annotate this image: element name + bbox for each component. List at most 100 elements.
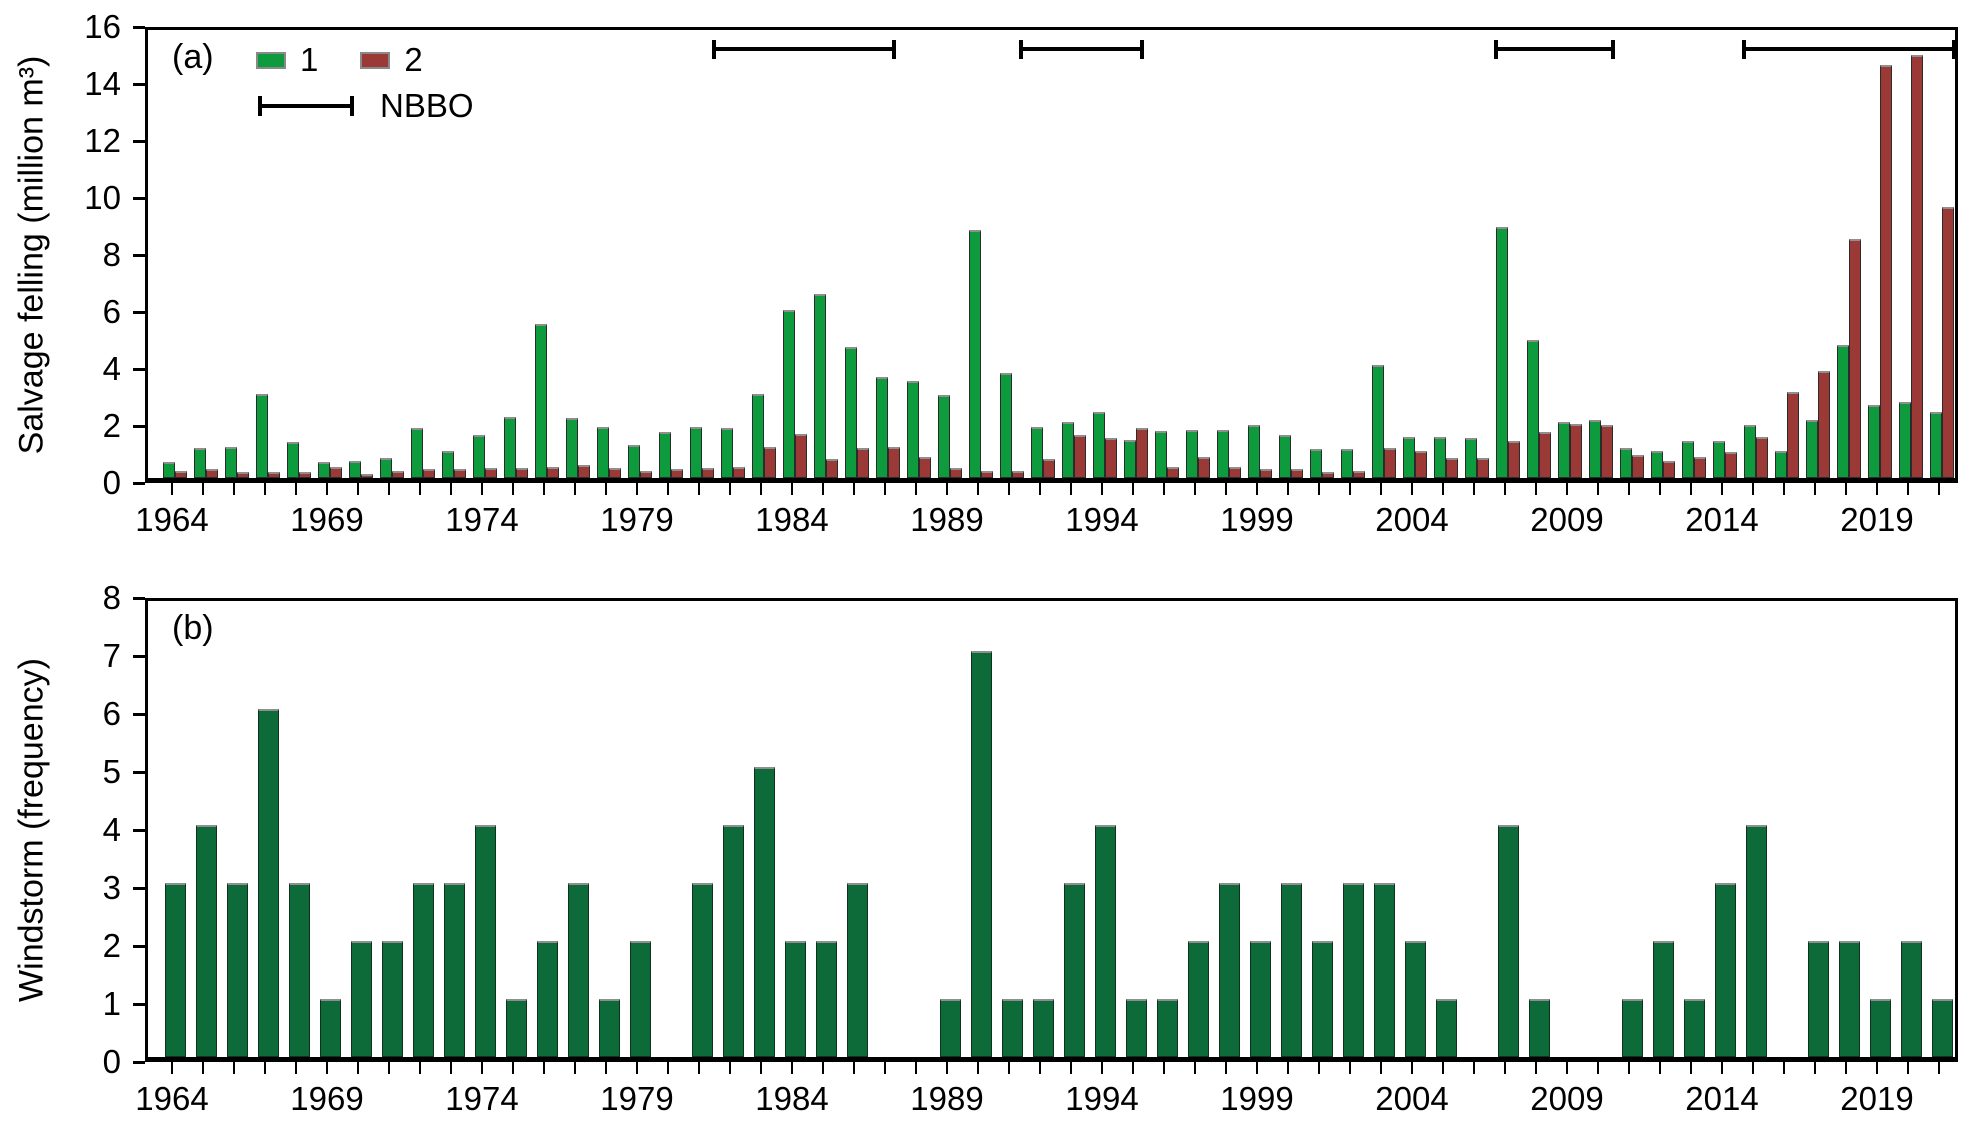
salvage-bar-series1-1971: [380, 458, 392, 478]
legend-swatch-series-2-icon: [360, 51, 391, 69]
salvage-bar-series2-1977: [578, 465, 590, 478]
panel-a-plot-area: (a) 1 2 NBBO: [145, 27, 1958, 483]
salvage-bar-series1-1983: [752, 394, 764, 478]
x-tick-label-a-1964: 1964: [135, 501, 209, 538]
salvage-bar-series2-2017: [1818, 371, 1830, 478]
y-tick-a-12: [133, 140, 145, 143]
panel-b-plot-area: (b): [145, 598, 1958, 1062]
windstorm-bar-1982: [723, 825, 744, 1057]
windstorm-bar-2015: [1746, 825, 1767, 1057]
x-tick-b-1988: [915, 1062, 917, 1074]
salvage-bar-series2-1997: [1198, 457, 1210, 478]
windstorm-bar-1966: [227, 883, 248, 1057]
x-tick-a-1995: [1132, 483, 1134, 495]
x-tick-b-1977: [574, 1062, 576, 1074]
x-tick-label-a-1984: 1984: [755, 501, 829, 538]
salvage-bar-series2-2001: [1322, 472, 1334, 478]
windstorm-bar-1996: [1157, 999, 1178, 1057]
x-tick-a-1980: [667, 483, 669, 495]
nbbo-bracket-right-cap: [350, 96, 354, 116]
x-tick-b-1976: [543, 1062, 545, 1074]
x-tick-a-1994: [1101, 483, 1103, 495]
x-tick-b-2006: [1473, 1062, 1475, 1074]
windstorm-bar-2019: [1870, 999, 1891, 1057]
x-tick-a-1986: [853, 483, 855, 495]
y-tick-label-a-14: 14: [84, 65, 121, 102]
salvage-bar-series1-1984: [783, 310, 795, 478]
salvage-bar-series2-2003: [1384, 448, 1396, 478]
x-tick-a-1985: [822, 483, 824, 495]
y-tick-label-b-1: 1: [102, 985, 121, 1022]
y-tick-label-a-6: 6: [102, 293, 121, 330]
x-tick-b-1969: [326, 1062, 328, 1074]
x-tick-b-1990: [977, 1062, 979, 1074]
y-tick-b-3: [133, 887, 145, 890]
y-tick-b-6: [133, 713, 145, 716]
x-tick-b-1999: [1256, 1062, 1258, 1074]
y-tick-label-b-4: 4: [102, 811, 121, 848]
salvage-bar-series1-2001: [1310, 449, 1322, 478]
x-tick-b-2009: [1566, 1062, 1568, 1074]
windstorm-bar-1964: [165, 883, 186, 1057]
salvage-bar-series1-2011: [1620, 448, 1632, 478]
x-tick-b-1998: [1225, 1062, 1227, 1074]
nbbo-period-1-right-cap: [892, 40, 897, 59]
salvage-bar-series1-1965: [194, 448, 206, 478]
windstorm-bar-2011: [1622, 999, 1643, 1057]
x-tick-a-1997: [1194, 483, 1196, 495]
windstorm-bar-2000: [1281, 883, 1302, 1057]
windstorm-bar-1984: [785, 941, 806, 1057]
x-tick-a-2016: [1783, 483, 1785, 495]
x-tick-b-1966: [233, 1062, 235, 1074]
windstorm-bar-1985: [816, 941, 837, 1057]
salvage-bar-series2-2021: [1942, 207, 1954, 478]
salvage-bar-series2-1993: [1074, 435, 1086, 478]
salvage-bar-series1-1987: [876, 377, 888, 478]
salvage-bar-series1-2000: [1279, 435, 1291, 478]
x-tick-b-1989: [946, 1062, 948, 1074]
salvage-bar-series2-1966: [237, 472, 249, 478]
nbbo-period-4-right-cap: [1952, 40, 1957, 59]
x-tick-label-a-2009: 2009: [1530, 501, 1604, 538]
x-tick-b-1997: [1194, 1062, 1196, 1074]
x-tick-label-a-1979: 1979: [600, 501, 674, 538]
x-tick-a-1998: [1225, 483, 1227, 495]
salvage-bar-series1-1997: [1186, 430, 1198, 478]
salvage-bar-series1-1999: [1248, 425, 1260, 478]
x-tick-b-2005: [1442, 1062, 1444, 1074]
nbbo-period-3-line: [1495, 47, 1614, 51]
x-tick-a-2005: [1442, 483, 1444, 495]
y-tick-b-7: [133, 655, 145, 658]
salvage-bar-series1-1972: [411, 428, 423, 478]
x-tick-a-1965: [202, 483, 204, 495]
salvage-bar-series2-1969: [330, 467, 342, 478]
salvage-bar-series1-2016: [1775, 451, 1787, 478]
salvage-bar-series2-2016: [1787, 392, 1799, 478]
x-tick-b-2014: [1721, 1062, 1723, 1074]
windstorm-bar-2004: [1405, 941, 1426, 1057]
salvage-bar-series1-1993: [1062, 422, 1074, 478]
nbbo-bracket-line: [258, 104, 354, 108]
salvage-bar-series1-2006: [1465, 438, 1477, 478]
windstorm-bar-2018: [1839, 941, 1860, 1057]
salvage-bar-series2-1968: [299, 472, 311, 478]
salvage-bar-series1-1985: [814, 294, 826, 478]
salvage-bar-series1-1994: [1093, 412, 1105, 478]
y-tick-b-8: [133, 597, 145, 600]
x-tick-label-a-2014: 2014: [1685, 501, 1759, 538]
x-tick-a-1973: [450, 483, 452, 495]
y-tick-label-a-10: 10: [84, 179, 121, 216]
x-tick-label-b-1969: 1969: [290, 1080, 364, 1117]
windstorm-bar-1972: [413, 883, 434, 1057]
salvage-bar-series2-1989: [950, 468, 962, 478]
x-tick-label-b-1984: 1984: [755, 1080, 829, 1117]
windstorm-bar-2014: [1715, 883, 1736, 1057]
y-tick-label-b-7: 7: [102, 637, 121, 674]
x-tick-a-1964: [171, 483, 173, 495]
x-tick-b-2017: [1814, 1062, 1816, 1074]
windstorm-bar-2013: [1684, 999, 1705, 1057]
x-tick-label-b-2004: 2004: [1375, 1080, 1449, 1117]
y-tick-b-2: [133, 945, 145, 948]
windstorm-bar-2008: [1529, 999, 1550, 1057]
